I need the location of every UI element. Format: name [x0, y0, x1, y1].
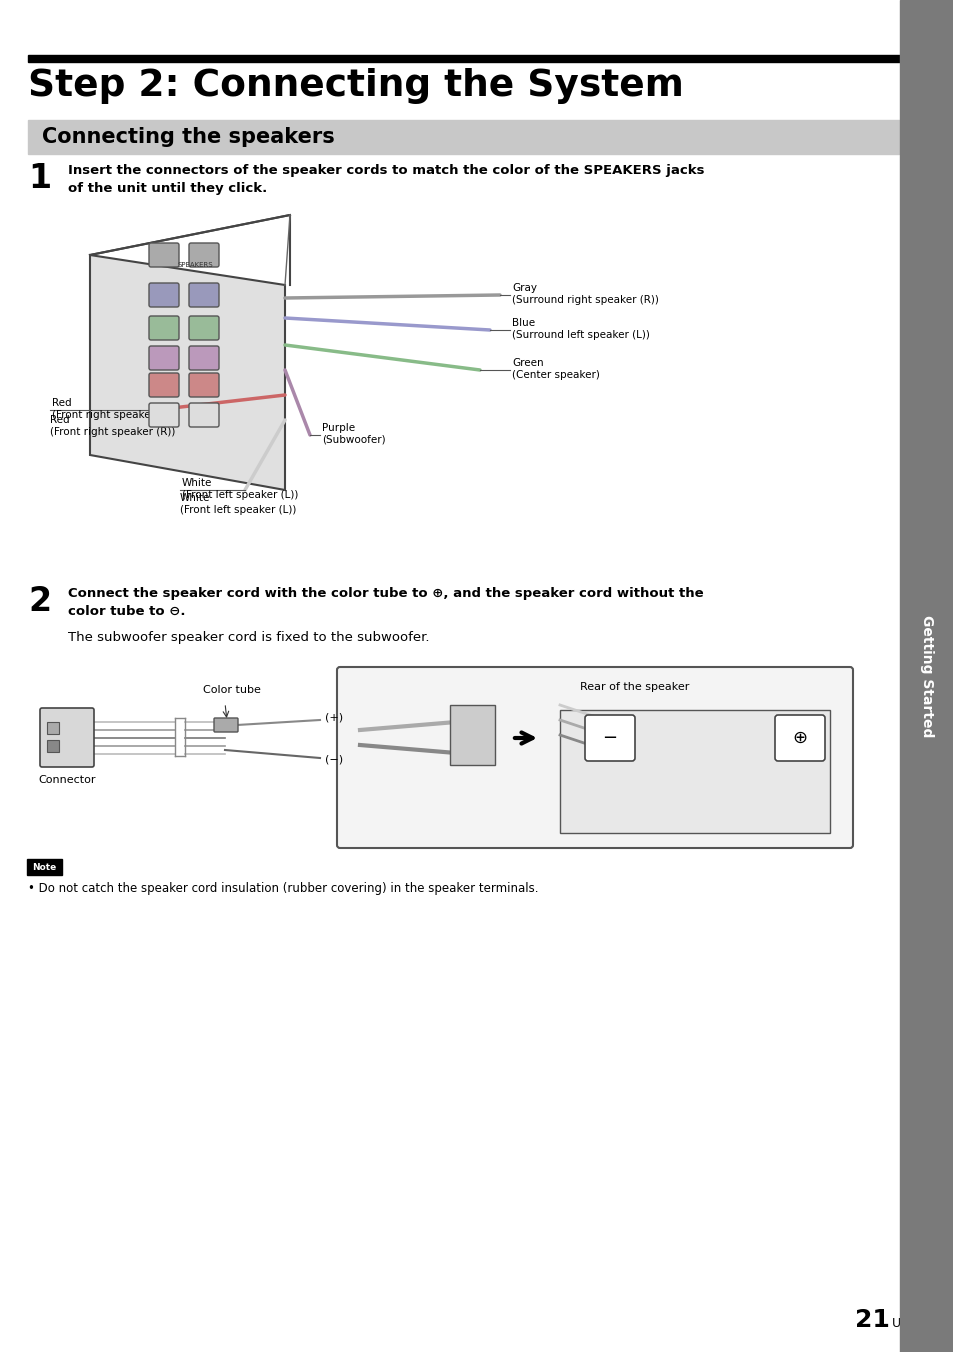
FancyBboxPatch shape [189, 316, 219, 339]
FancyBboxPatch shape [189, 373, 219, 397]
Text: Connect the speaker cord with the color tube to ⊕, and the speaker cord without : Connect the speaker cord with the color … [68, 587, 703, 600]
Text: Step 2: Connecting the System: Step 2: Connecting the System [28, 68, 683, 104]
FancyBboxPatch shape [40, 708, 94, 767]
Text: Red
(Front right speaker (R)): Red (Front right speaker (R)) [52, 399, 177, 420]
Text: Color tube: Color tube [203, 685, 261, 695]
Text: 2: 2 [28, 585, 51, 618]
FancyBboxPatch shape [189, 283, 219, 307]
FancyBboxPatch shape [27, 859, 62, 875]
Text: 21: 21 [854, 1307, 889, 1332]
FancyBboxPatch shape [774, 715, 824, 761]
Text: −: − [601, 729, 617, 748]
Text: Rear of the speaker: Rear of the speaker [579, 681, 689, 692]
Text: US: US [891, 1317, 908, 1330]
FancyBboxPatch shape [584, 715, 635, 761]
FancyBboxPatch shape [149, 243, 179, 266]
Text: Note: Note [31, 863, 56, 872]
Bar [47, 722, 59, 734]
Text: White
(Front left speaker (L)): White (Front left speaker (L)) [182, 479, 298, 500]
Bar [47, 740, 59, 752]
FancyBboxPatch shape [149, 373, 179, 397]
Text: Purple
(Subwoofer): Purple (Subwoofer) [322, 423, 385, 445]
Text: The subwoofer speaker cord is fixed to the subwoofer.: The subwoofer speaker cord is fixed to t… [68, 631, 429, 644]
FancyBboxPatch shape [213, 718, 237, 731]
Text: White
(Front left speaker (L)): White (Front left speaker (L)) [180, 493, 296, 515]
Bar [28, 120, 899, 154]
FancyBboxPatch shape [149, 283, 179, 307]
Text: Connecting the speakers: Connecting the speakers [42, 127, 335, 147]
Text: (+): (+) [325, 713, 343, 723]
Text: 1: 1 [28, 162, 51, 195]
Bar [899, 0, 953, 1352]
Text: Red
(Front right speaker (R)): Red (Front right speaker (R)) [50, 415, 175, 437]
Text: • Do not catch the speaker cord insulation (rubber covering) in the speaker term: • Do not catch the speaker cord insulati… [28, 882, 537, 895]
Polygon shape [90, 256, 285, 489]
Text: Getting Started: Getting Started [919, 615, 933, 737]
FancyBboxPatch shape [149, 316, 179, 339]
Text: (−): (−) [325, 754, 343, 765]
FancyBboxPatch shape [336, 667, 852, 848]
FancyBboxPatch shape [189, 243, 219, 266]
Text: SPEAKERS: SPEAKERS [177, 262, 213, 268]
Text: color tube to ⊖.: color tube to ⊖. [68, 604, 185, 618]
FancyBboxPatch shape [189, 346, 219, 370]
Text: Blue
(Surround left speaker (L)): Blue (Surround left speaker (L)) [512, 318, 649, 339]
FancyBboxPatch shape [149, 346, 179, 370]
Text: Insert the connectors of the speaker cords to match the color of the SPEAKERS ja: Insert the connectors of the speaker cor… [68, 164, 703, 177]
Text: Gray
(Surround right speaker (R)): Gray (Surround right speaker (R)) [512, 283, 659, 304]
Bar [559, 710, 829, 833]
Text: Green
(Center speaker): Green (Center speaker) [512, 358, 599, 380]
FancyBboxPatch shape [189, 403, 219, 427]
Text: Connector: Connector [38, 775, 95, 786]
Text: ⊕: ⊕ [792, 729, 807, 748]
FancyBboxPatch shape [450, 704, 495, 765]
Text: of the unit until they click.: of the unit until they click. [68, 183, 267, 195]
FancyBboxPatch shape [149, 403, 179, 427]
Bar [28, 55, 899, 62]
